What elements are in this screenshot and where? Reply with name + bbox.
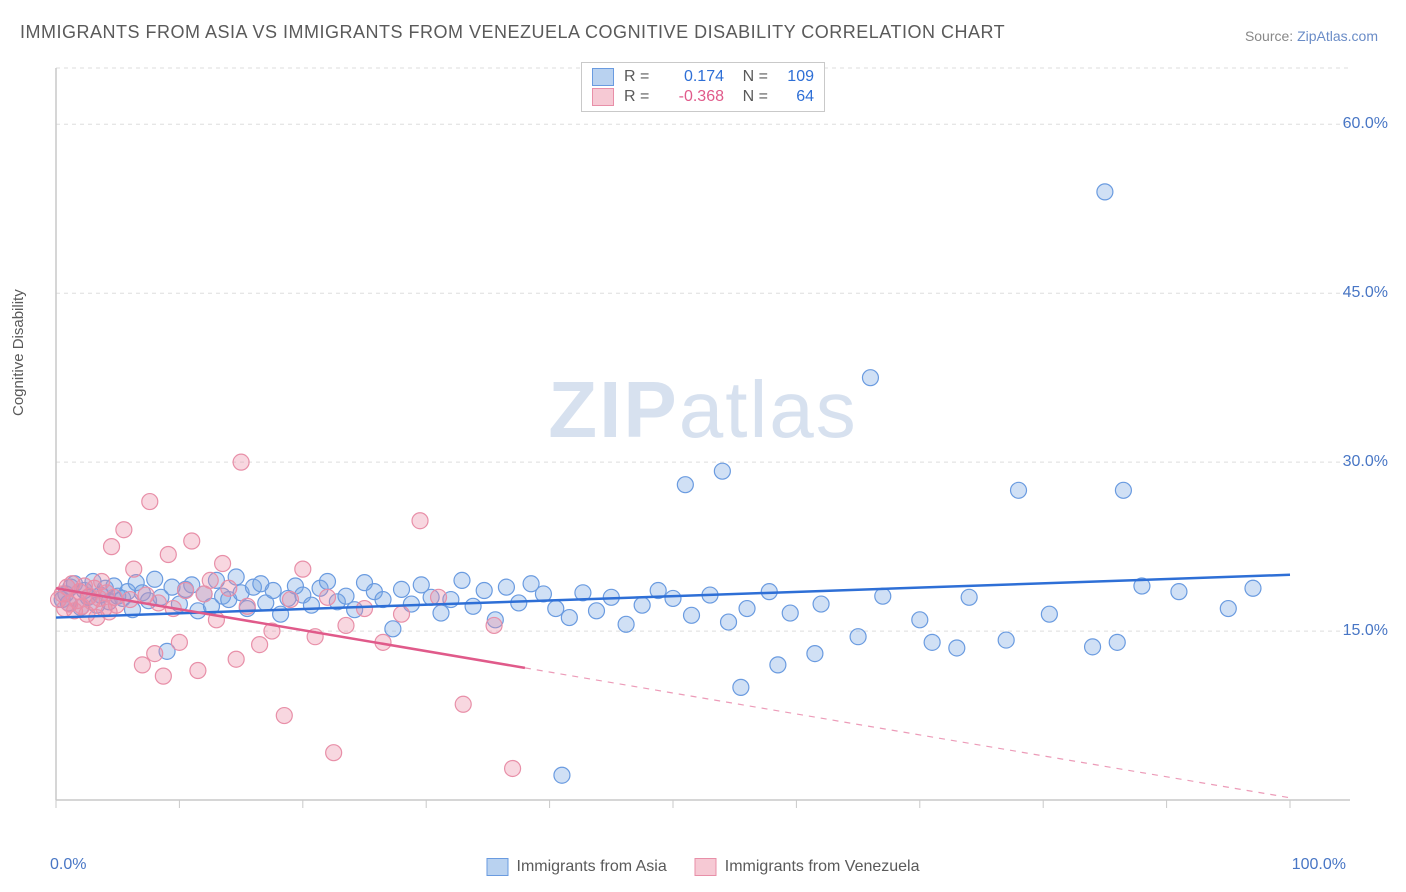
y-axis-label: Cognitive Disability (10, 289, 27, 416)
source-attribution: Source: ZipAtlas.com (1245, 28, 1378, 44)
chart-svg (50, 60, 1350, 820)
series-legend: Immigrants from Asia Immigrants from Vene… (486, 858, 919, 876)
series-legend-item: Immigrants from Venezuela (695, 858, 920, 876)
x-axis-min-label: 0.0% (50, 856, 86, 874)
legend-row: R = -0.368 N = 64 (592, 87, 814, 107)
source-link[interactable]: ZipAtlas.com (1297, 28, 1378, 44)
x-axis-max-label: 100.0% (1292, 856, 1346, 874)
legend-r-value: 0.174 (668, 68, 724, 86)
y-tick-label: 30.0% (1343, 453, 1388, 471)
legend-n-label: N = (734, 68, 768, 86)
legend-r-label: R = (624, 68, 658, 86)
legend-swatch (592, 88, 614, 106)
legend-r-label: R = (624, 88, 658, 106)
chart-title: IMMIGRANTS FROM ASIA VS IMMIGRANTS FROM … (20, 22, 1005, 43)
legend-n-value: 109 (778, 68, 814, 86)
series-name: Immigrants from Venezuela (725, 858, 920, 876)
y-tick-label: 45.0% (1343, 284, 1388, 302)
legend-r-value: -0.368 (668, 88, 724, 106)
series-legend-item: Immigrants from Asia (486, 858, 666, 876)
legend-n-label: N = (734, 88, 768, 106)
legend-row: R = 0.174 N = 109 (592, 67, 814, 87)
source-prefix: Source: (1245, 28, 1297, 44)
y-tick-label: 15.0% (1343, 622, 1388, 640)
legend-n-value: 64 (778, 88, 814, 106)
correlation-legend: R = 0.174 N = 109 R = -0.368 N = 64 (581, 62, 825, 112)
y-tick-label: 60.0% (1343, 115, 1388, 133)
chart-plot-area (50, 60, 1350, 820)
legend-swatch (695, 858, 717, 876)
legend-swatch (486, 858, 508, 876)
legend-swatch (592, 68, 614, 86)
series-name: Immigrants from Asia (516, 858, 666, 876)
